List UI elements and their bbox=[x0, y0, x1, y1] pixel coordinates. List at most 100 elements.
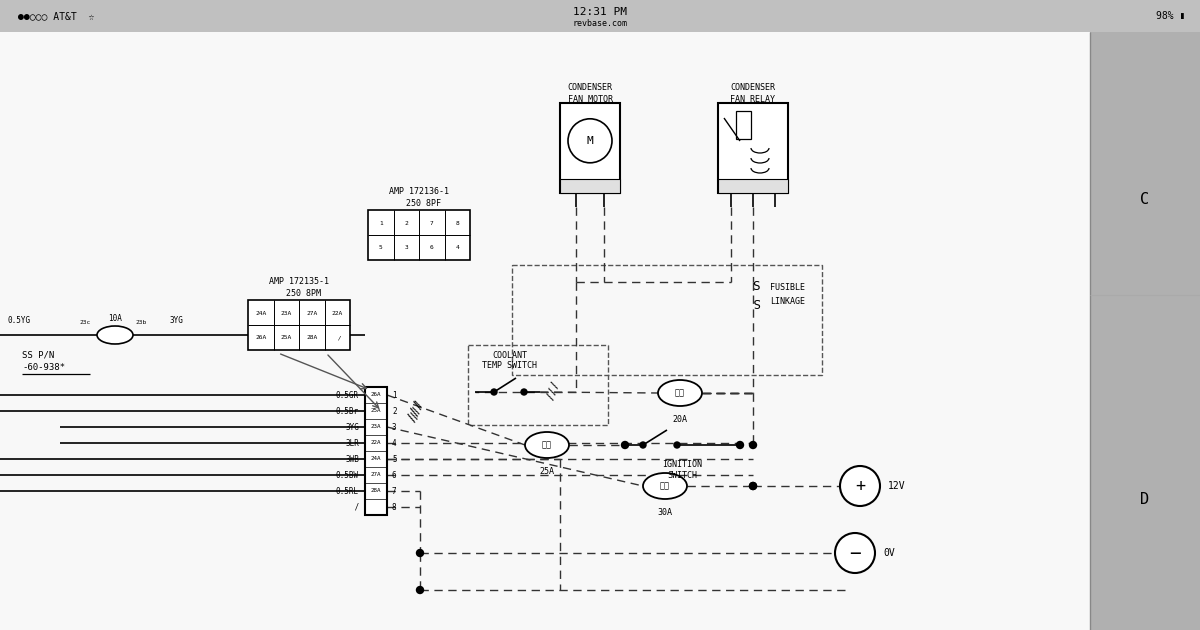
Circle shape bbox=[737, 442, 744, 449]
Text: 2: 2 bbox=[404, 221, 408, 226]
Text: /: / bbox=[334, 335, 341, 340]
Text: 22A: 22A bbox=[331, 311, 343, 316]
Text: M: M bbox=[587, 136, 593, 146]
Text: AMP 172135-1: AMP 172135-1 bbox=[269, 277, 329, 287]
Text: C: C bbox=[1140, 193, 1150, 207]
Text: FUSIBLE: FUSIBLE bbox=[770, 282, 805, 292]
Circle shape bbox=[568, 119, 612, 163]
Text: 3YG: 3YG bbox=[346, 423, 359, 432]
Text: 8: 8 bbox=[392, 503, 397, 512]
Text: 5: 5 bbox=[379, 245, 383, 250]
Text: 4: 4 bbox=[455, 245, 460, 250]
Text: 98% ▮: 98% ▮ bbox=[1156, 11, 1186, 21]
Text: 26A: 26A bbox=[256, 335, 266, 340]
Text: 25A: 25A bbox=[371, 408, 382, 413]
Circle shape bbox=[521, 389, 527, 395]
Text: TEMP SWITCH: TEMP SWITCH bbox=[482, 362, 538, 370]
Text: −: − bbox=[850, 544, 860, 563]
Text: ∿∿: ∿∿ bbox=[660, 481, 670, 491]
Text: 3LR: 3LR bbox=[346, 438, 359, 447]
Text: 0.5Br: 0.5Br bbox=[336, 406, 359, 416]
Text: COOLANT: COOLANT bbox=[492, 350, 528, 360]
Text: FAN RELAY: FAN RELAY bbox=[731, 94, 775, 103]
Text: 22A: 22A bbox=[371, 440, 382, 445]
Text: 250 8PF: 250 8PF bbox=[396, 198, 442, 207]
Text: 0.5RL: 0.5RL bbox=[336, 486, 359, 496]
Bar bbox=[718, 103, 788, 193]
Bar bbox=[736, 111, 751, 139]
Ellipse shape bbox=[658, 380, 702, 406]
Text: 28A: 28A bbox=[306, 335, 317, 340]
Ellipse shape bbox=[97, 326, 133, 344]
Text: 25A: 25A bbox=[540, 467, 554, 476]
Text: 3: 3 bbox=[392, 423, 397, 432]
Text: S: S bbox=[752, 294, 760, 307]
Text: 6: 6 bbox=[392, 471, 397, 479]
Circle shape bbox=[491, 389, 497, 395]
Text: 24A: 24A bbox=[371, 457, 382, 462]
Circle shape bbox=[750, 483, 756, 490]
Text: AMP 172136-1: AMP 172136-1 bbox=[389, 188, 449, 197]
Bar bbox=[718, 179, 788, 193]
Bar bbox=[1090, 32, 1200, 630]
Text: 4: 4 bbox=[392, 438, 397, 447]
Text: 23A: 23A bbox=[371, 425, 382, 430]
Text: ///: /// bbox=[545, 379, 562, 401]
Text: 27A: 27A bbox=[371, 472, 382, 478]
Text: 30A: 30A bbox=[658, 508, 672, 517]
Circle shape bbox=[416, 587, 424, 593]
Text: 1: 1 bbox=[392, 391, 397, 399]
Circle shape bbox=[416, 549, 424, 556]
Text: 23c: 23c bbox=[79, 320, 91, 325]
Text: 23A: 23A bbox=[281, 311, 292, 316]
Text: 10A: 10A bbox=[108, 314, 122, 323]
Text: CONDENSER: CONDENSER bbox=[731, 84, 775, 93]
Bar bbox=[248, 300, 350, 350]
Text: 250 8PM: 250 8PM bbox=[276, 289, 322, 297]
Text: ∿∿: ∿∿ bbox=[674, 389, 685, 398]
Text: SWITCH: SWITCH bbox=[667, 471, 697, 480]
Text: 23b: 23b bbox=[134, 320, 146, 325]
Text: 0V: 0V bbox=[883, 548, 895, 558]
Bar bbox=[468, 345, 608, 425]
Text: 12:31 PM: 12:31 PM bbox=[574, 7, 628, 17]
Text: -60-938*: -60-938* bbox=[22, 364, 65, 372]
Text: ///: /// bbox=[409, 398, 425, 420]
Text: revbase.com: revbase.com bbox=[572, 20, 628, 28]
Ellipse shape bbox=[526, 432, 569, 458]
Text: 27A: 27A bbox=[306, 311, 317, 316]
Text: 3YG: 3YG bbox=[170, 316, 184, 325]
Text: +: + bbox=[854, 477, 865, 495]
Text: ●●○○○ AT&T  ☆: ●●○○○ AT&T ☆ bbox=[18, 11, 95, 21]
Circle shape bbox=[835, 533, 875, 573]
Text: 3: 3 bbox=[404, 245, 408, 250]
Text: FAN MOTOR: FAN MOTOR bbox=[568, 94, 612, 103]
Text: LINKAGE: LINKAGE bbox=[770, 297, 805, 306]
Text: S: S bbox=[752, 280, 760, 294]
Text: /: / bbox=[349, 503, 359, 512]
Text: D: D bbox=[1140, 493, 1150, 508]
Text: IGNITION: IGNITION bbox=[662, 460, 702, 469]
Circle shape bbox=[750, 483, 756, 490]
Text: 3WB: 3WB bbox=[346, 454, 359, 464]
Text: ∿∿: ∿∿ bbox=[542, 440, 552, 449]
Text: 1: 1 bbox=[379, 221, 383, 226]
Bar bbox=[368, 210, 470, 260]
Ellipse shape bbox=[643, 473, 686, 499]
Text: SS P/N: SS P/N bbox=[22, 350, 54, 360]
Circle shape bbox=[622, 442, 629, 449]
Text: 7: 7 bbox=[392, 486, 397, 496]
Text: 2: 2 bbox=[392, 406, 397, 416]
Text: 26A: 26A bbox=[371, 392, 382, 398]
Circle shape bbox=[640, 442, 646, 448]
Circle shape bbox=[840, 466, 880, 506]
Text: 0.5BW: 0.5BW bbox=[336, 471, 359, 479]
Circle shape bbox=[750, 442, 756, 449]
Text: 20A: 20A bbox=[672, 415, 688, 424]
Bar bbox=[560, 179, 620, 193]
Text: 24A: 24A bbox=[256, 311, 266, 316]
Text: 25A: 25A bbox=[281, 335, 292, 340]
Bar bbox=[512, 265, 822, 375]
Text: 6: 6 bbox=[430, 245, 433, 250]
Text: 5: 5 bbox=[392, 454, 397, 464]
